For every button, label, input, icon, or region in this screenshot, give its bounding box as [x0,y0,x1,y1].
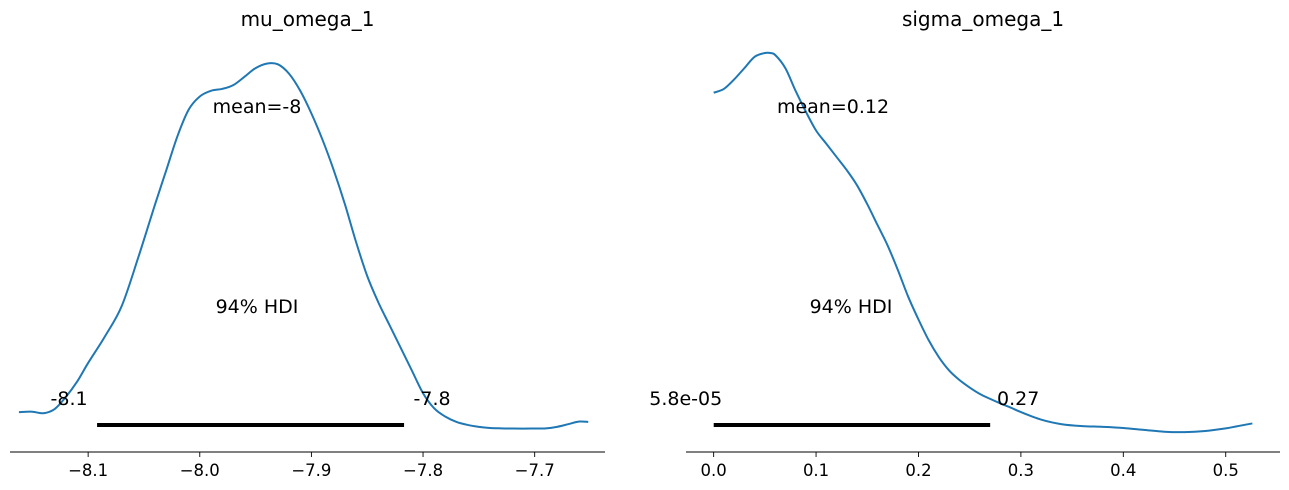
x-tick-label: 0.5 [1213,461,1239,480]
x-tick-label: −8.0 [180,461,220,480]
chart-title: sigma_omega_1 [902,7,1064,31]
hdi-label: 94% HDI [216,296,299,318]
x-tick-label: −7.9 [291,461,331,480]
mean-label: mean=-8 [213,96,302,118]
chart-title: mu_omega_1 [241,7,375,31]
panel-sigma-omega-1: sigma_omega_1 0.0 0.1 0.2 0.3 0.4 0.5 mean=0.… [649,7,1280,480]
x-tick-label: 0.1 [803,461,829,480]
x-tick-label: 0.3 [1008,461,1034,480]
hdi-high-label: -7.8 [414,388,451,410]
x-axis-ticks: −8.1 −8.0 −7.9 −7.8 −7.7 [68,452,555,480]
hdi-high-label: 0.27 [997,388,1039,410]
x-tick-label: 0.4 [1110,461,1136,480]
x-tick-label: −8.1 [68,461,108,480]
x-tick-label: 0.2 [905,461,931,480]
panel-mu-omega-1: mu_omega_1 −8.1 −8.0 −7.9 −7.8 −7.7 mean=-8 … [10,7,605,480]
density-line [19,63,588,429]
x-tick-label: −7.7 [515,461,555,480]
x-tick-label: 0.0 [701,461,727,480]
hdi-low-label: 5.8e-05 [649,388,722,410]
x-axis-ticks: 0.0 0.1 0.2 0.3 0.4 0.5 [701,452,1239,480]
hdi-low-label: -8.1 [51,388,88,410]
mean-label: mean=0.12 [777,96,889,118]
x-tick-label: −7.8 [403,461,443,480]
hdi-label: 94% HDI [810,296,893,318]
